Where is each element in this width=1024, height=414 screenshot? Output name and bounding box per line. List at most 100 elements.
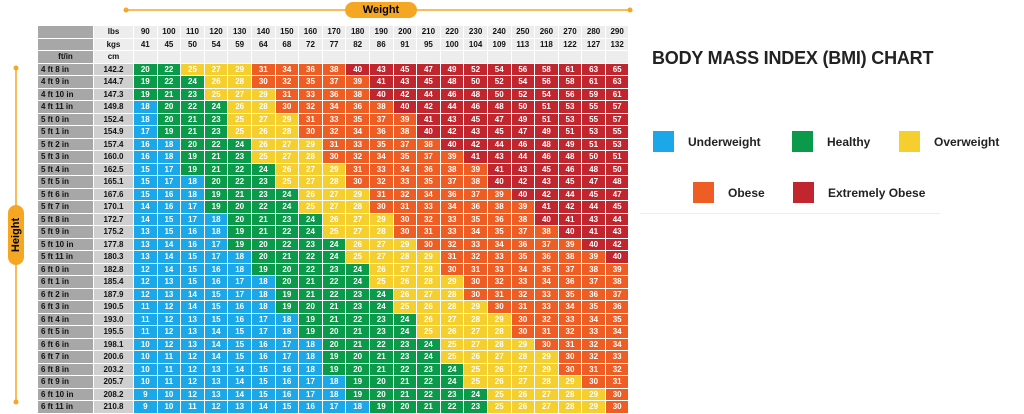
bmi-cell: 26 [227,100,252,114]
header-weight-kgs: 104 [463,37,488,51]
bmi-cell: 45 [486,125,512,139]
bmi-cell: 31 [486,287,512,301]
header-row-kgs: kgs 41 45 50 54 59 64 68 72 77 82 86 91 95 100 104 109 11… [37,37,630,51]
bmi-cell: 21 [203,162,229,176]
bmi-cell: 21 [180,112,205,126]
bmi-cell: 36 [463,200,488,214]
bmi-cell: 22 [156,62,182,76]
row-height-ft: 5 ft 11 in [37,250,94,264]
bmi-cell: 12 [156,312,182,326]
bmi-cell: 14 [133,200,158,214]
bmi-cell: 13 [133,237,158,251]
table-row: 6 ft 6 in 198.1 10 12 13 14 15 16 17 18 20 21 22 23 24… [37,337,630,351]
header-weight-lbs: 290 [604,25,630,39]
row-height-cm: 193.0 [93,312,134,326]
bmi-cell: 25 [439,337,465,351]
header-weight-kgs: 95 [416,37,441,51]
bmi-cell: 20 [368,375,394,389]
bmi-cell: 19 [298,325,323,339]
table-row: 5 ft 2 in 157.4 16 18 20 22 24 26 27 29 31 33 35 37 38… [37,137,630,151]
bmi-cell: 23 [203,125,229,139]
row-height-ft: 5 ft 4 in [37,162,94,176]
bmi-cell: 61 [604,87,630,101]
bmi-cell: 15 [156,225,182,239]
height-axis-label: Height [8,205,24,265]
bmi-cell: 45 [534,162,559,176]
bmi-cell: 40 [392,100,418,114]
bmi-cell: 20 [298,300,323,314]
weight-axis-arrow [123,7,633,13]
bmi-cell: 63 [581,62,606,76]
bmi-cell: 37 [368,112,394,126]
bmi-cell: 34 [345,125,370,139]
bmi-cell: 44 [416,87,441,101]
bmi-cell: 48 [463,87,488,101]
bmi-cell: 21 [156,87,182,101]
bmi-cell: 31 [274,87,300,101]
header-spacer [133,50,158,64]
header-spacer [604,50,630,64]
legend-item-healthy: Healthy [792,131,870,152]
bmi-cell: 32 [557,325,583,339]
bmi-cell: 21 [321,300,347,314]
legend-item-obese: Obese [693,182,765,203]
bmi-cell: 25 [180,62,205,76]
bmi-cell: 30 [604,400,630,414]
bmi-cell: 22 [416,387,441,401]
row-height-ft: 5 ft 7 in [37,200,94,214]
bmi-cell: 37 [439,175,465,189]
bmi-cell: 45 [557,175,583,189]
bmi-cell: 13 [133,225,158,239]
table-row: 6 ft 3 in 190.5 11 12 14 15 16 18 19 20 21 23 24 25 26… [37,300,630,314]
bmi-cell: 18 [274,312,300,326]
bmi-cell: 25 [463,362,488,376]
bmi-cell: 48 [557,150,583,164]
bmi-cell: 29 [416,250,441,264]
bmi-cell: 14 [203,337,229,351]
bmi-cell: 35 [392,150,418,164]
bmi-cell: 43 [463,125,488,139]
bmi-cell: 39 [345,75,370,89]
header-weight-lbs: 220 [439,25,465,39]
bmi-cell: 29 [581,400,606,414]
bmi-cell: 37 [510,225,536,239]
bmi-cell: 19 [321,350,347,364]
bmi-cell: 29 [439,275,465,289]
bmi-cell: 58 [557,75,583,89]
bmi-cell: 15 [156,212,182,226]
bmi-cell: 39 [510,200,536,214]
bmi-cell: 34 [392,162,418,176]
bmi-cell: 33 [392,175,418,189]
bmi-cell: 36 [298,62,323,76]
bmi-cell: 11 [133,312,158,326]
bmi-cell: 37 [321,75,347,89]
bmi-cell: 19 [321,362,347,376]
bmi-cell: 38 [368,100,394,114]
bmi-cell: 52 [510,87,536,101]
row-height-ft: 5 ft 8 in [37,212,94,226]
bmi-cell: 17 [156,175,182,189]
bmi-cell: 23 [392,337,418,351]
row-height-cm: 210.8 [93,400,134,414]
bmi-cell: 41 [368,75,394,89]
bmi-cell: 38 [557,250,583,264]
bmi-cell: 46 [534,150,559,164]
bmi-cell: 36 [368,125,394,139]
bmi-cell: 28 [534,375,559,389]
bmi-cell: 20 [133,62,158,76]
bmi-cell: 26 [203,75,229,89]
legend-item-underweight: Underweight [653,131,761,152]
bmi-cell: 25 [227,112,252,126]
table-row: 6 ft 5 in 195.5 11 12 13 14 15 17 18 19 20 21 23 24 25… [37,325,630,339]
bmi-cell: 36 [321,87,347,101]
bmi-cell: 38 [439,162,465,176]
bmi-cell: 16 [180,225,205,239]
row-height-cm: 144.7 [93,75,134,89]
bmi-cell: 19 [345,375,370,389]
bmi-cell: 63 [604,75,630,89]
bmi-cell: 26 [416,312,441,326]
row-height-ft: 6 ft 10 in [37,387,94,401]
bmi-cell: 28 [368,225,394,239]
row-height-cm: 170.1 [93,200,134,214]
header-weight-kgs: 132 [604,37,630,51]
